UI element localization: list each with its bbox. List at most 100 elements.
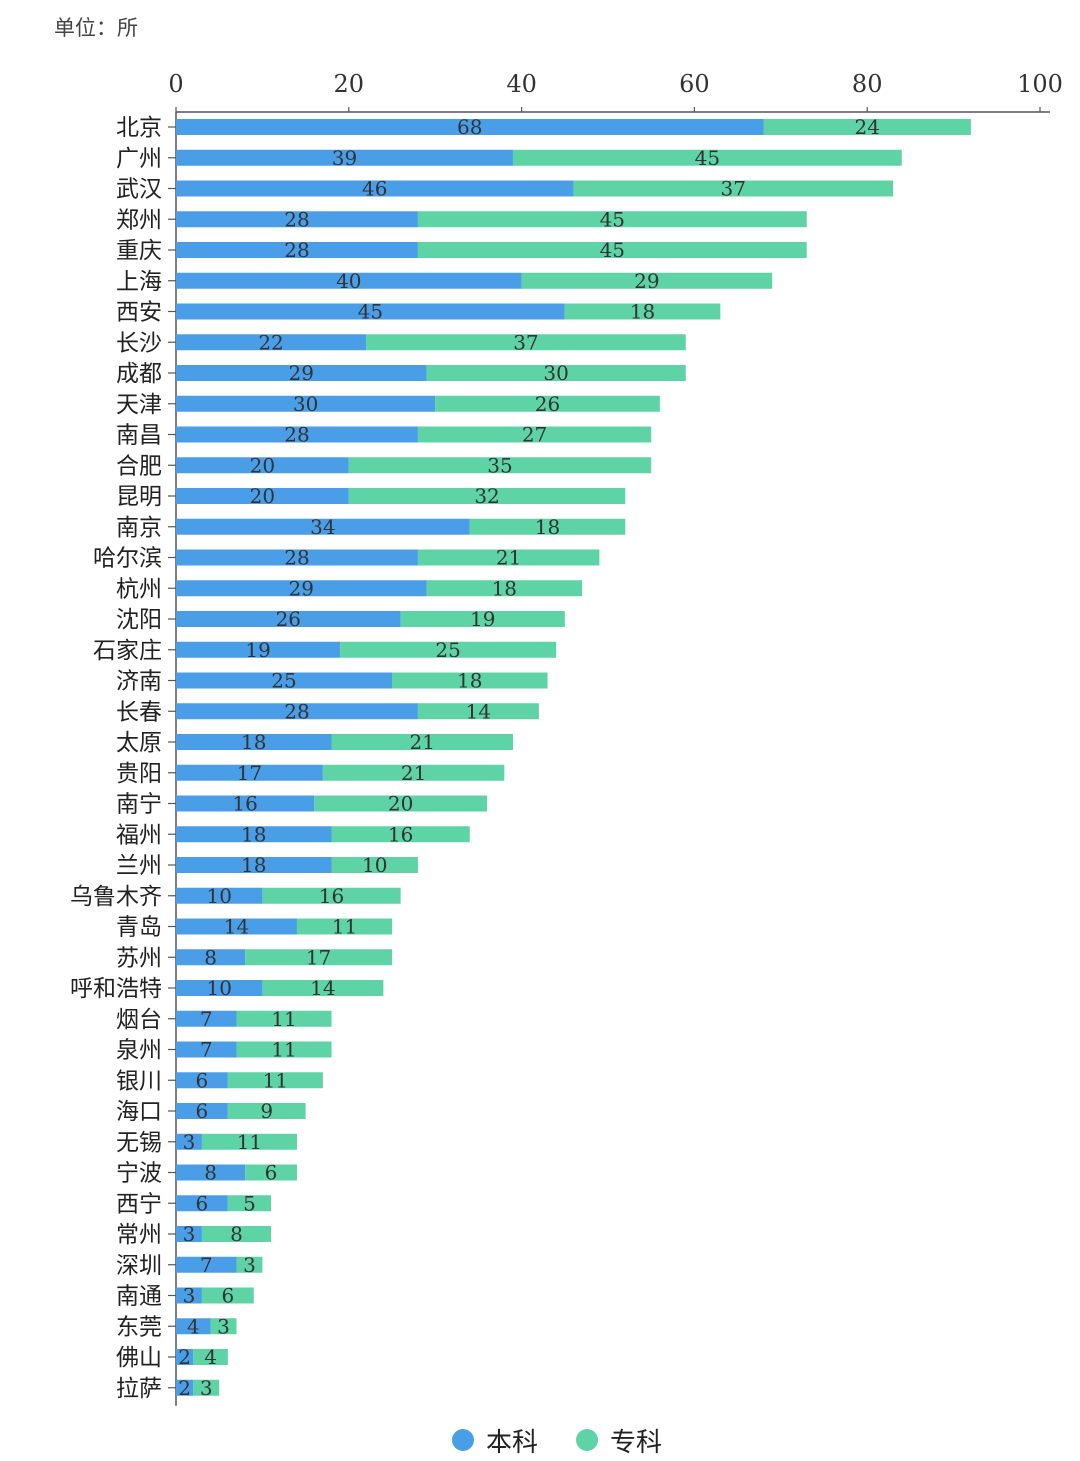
bar-benke bbox=[176, 857, 332, 873]
data-label: 24 bbox=[854, 115, 879, 139]
x-tick-label: 0 bbox=[168, 70, 183, 98]
y-tick-label: 南昌 bbox=[116, 423, 162, 449]
data-label: 45 bbox=[600, 207, 625, 231]
bar-zhuanke bbox=[236, 1256, 263, 1273]
y-tick-label: 郑州 bbox=[116, 207, 162, 233]
bar-benke bbox=[176, 1133, 202, 1150]
data-label: 14 bbox=[466, 699, 491, 723]
y-tick-label: 昆明 bbox=[116, 484, 162, 510]
data-label: 7 bbox=[200, 1038, 213, 1062]
data-label: 29 bbox=[634, 269, 659, 293]
data-label: 2 bbox=[178, 1376, 191, 1400]
data-label: 5 bbox=[243, 1191, 256, 1215]
bar-zhuanke bbox=[296, 918, 392, 935]
data-label: 34 bbox=[310, 515, 335, 539]
y-tick-label: 天津 bbox=[116, 392, 162, 418]
unit-label: 单位：所 bbox=[54, 16, 138, 40]
data-label: 18 bbox=[241, 730, 266, 754]
y-tick-label: 合肥 bbox=[116, 453, 162, 479]
bar-zhuanke bbox=[245, 1164, 297, 1181]
data-label: 14 bbox=[224, 915, 249, 939]
bar-benke bbox=[176, 1103, 228, 1119]
bar-zhuanke bbox=[512, 149, 902, 166]
y-tick-label: 杭州 bbox=[116, 576, 162, 602]
bar-benke bbox=[176, 518, 470, 535]
data-label: 28 bbox=[284, 423, 309, 447]
bar-zhuanke bbox=[392, 672, 548, 689]
data-label: 3 bbox=[200, 1376, 213, 1400]
bar-zhuanke bbox=[435, 395, 660, 412]
bar-zhuanke bbox=[426, 365, 686, 381]
data-label: 7 bbox=[200, 1253, 213, 1277]
bar-zhuanke bbox=[245, 949, 392, 966]
bar-zhuanke bbox=[348, 488, 626, 504]
x-tick-label: 40 bbox=[506, 70, 537, 98]
y-tick-label: 兰州 bbox=[116, 853, 162, 879]
data-label: 37 bbox=[513, 330, 538, 354]
y-tick-label: 无锡 bbox=[116, 1130, 162, 1156]
y-tick-label: 东莞 bbox=[116, 1314, 162, 1340]
y-tick-label: 常州 bbox=[116, 1222, 162, 1248]
data-label: 28 bbox=[284, 238, 309, 262]
bar-benke bbox=[176, 119, 764, 135]
bar-benke bbox=[176, 1041, 237, 1058]
data-label: 28 bbox=[284, 207, 309, 231]
y-tick-label: 南宁 bbox=[116, 792, 162, 818]
bar-benke bbox=[176, 242, 418, 258]
y-tick-label: 烟台 bbox=[116, 1007, 162, 1033]
bar-benke bbox=[176, 918, 297, 935]
bar-zhuanke bbox=[262, 980, 384, 996]
bar-benke bbox=[176, 795, 315, 812]
y-tick-label: 乌鲁木齐 bbox=[70, 884, 162, 910]
bar-layer bbox=[176, 119, 971, 1396]
y-tick-label: 北京 bbox=[116, 115, 162, 141]
bar-benke bbox=[176, 826, 332, 843]
bar-zhuanke bbox=[366, 334, 686, 351]
bar-zhuanke bbox=[348, 457, 652, 474]
bar-zhuanke bbox=[201, 1287, 254, 1304]
data-label: 16 bbox=[388, 822, 413, 846]
bar-zhuanke bbox=[521, 272, 773, 289]
data-label: 17 bbox=[306, 945, 331, 969]
bar-zhuanke bbox=[201, 1133, 297, 1150]
legend-swatch bbox=[452, 1429, 474, 1451]
bar-benke bbox=[176, 703, 418, 720]
axis-layer: 0 20 40 60 80 100 北京广州武汉郑州重庆上海西安长沙成都天津南昌合肥昆明南京… bbox=[70, 70, 1063, 1406]
data-label: 45 bbox=[695, 146, 720, 170]
bar-benke bbox=[176, 365, 427, 381]
bar-benke bbox=[176, 1072, 228, 1089]
bar-zhuanke bbox=[331, 857, 418, 873]
bar-zhuanke bbox=[314, 795, 488, 812]
bar-zhuanke bbox=[331, 826, 470, 843]
data-label: 7 bbox=[200, 1007, 213, 1031]
data-label: 4 bbox=[187, 1314, 200, 1338]
bar-benke bbox=[176, 1349, 194, 1365]
bar-zhuanke bbox=[763, 119, 971, 135]
y-tick-label: 银川 bbox=[116, 1068, 162, 1094]
bar-zhuanke bbox=[236, 1010, 332, 1027]
y-tick-label: 西安 bbox=[116, 300, 162, 326]
data-label: 6 bbox=[265, 1161, 278, 1185]
bar-benke bbox=[176, 272, 522, 289]
data-label: 40 bbox=[336, 269, 361, 293]
bar-zhuanke bbox=[193, 1349, 228, 1365]
data-label: 17 bbox=[237, 761, 262, 785]
bar-benke bbox=[176, 303, 565, 320]
y-tick-label: 宁波 bbox=[116, 1161, 162, 1187]
bar-benke bbox=[176, 1195, 228, 1212]
data-label: 25 bbox=[435, 638, 460, 662]
data-label: 11 bbox=[271, 1038, 296, 1062]
data-label: 20 bbox=[250, 453, 275, 477]
bar-benke bbox=[176, 949, 246, 966]
y-tick-label: 南通 bbox=[116, 1284, 162, 1310]
x-tick-label: 60 bbox=[679, 70, 710, 98]
x-tick-label: 100 bbox=[1017, 70, 1063, 98]
bar-zhuanke bbox=[417, 426, 652, 443]
y-tick-label: 贵阳 bbox=[116, 761, 162, 787]
y-tick-label: 沈阳 bbox=[116, 607, 162, 633]
bar-benke bbox=[176, 1256, 237, 1273]
y-tick-label: 济南 bbox=[116, 669, 162, 695]
data-label: 68 bbox=[457, 115, 482, 139]
bar-benke bbox=[176, 457, 349, 474]
